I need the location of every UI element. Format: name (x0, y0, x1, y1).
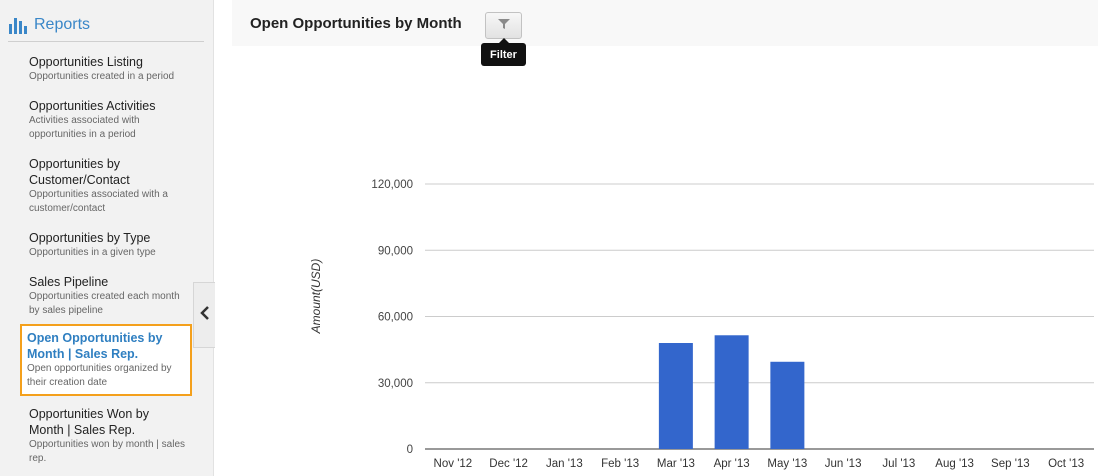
sidebar-item-open-opportunities-by-month[interactable]: Open Opportunities by Month | Sales Rep.… (20, 324, 192, 396)
page-title: Open Opportunities by Month (250, 15, 462, 32)
sidebar-item-description: Opportunities won by month | sales rep. (29, 439, 186, 464)
filter-tooltip: Filter (481, 38, 526, 66)
chart-y-tick-label: 60,000 (378, 312, 413, 324)
sidebar-item-description: Opportunities created in a period (29, 71, 175, 82)
chart-x-tick-label: Aug '13 (935, 458, 974, 470)
chart-x-tick-label: Oct '13 (1048, 458, 1084, 470)
sidebar-item-label: Open Opportunities by Month | Sales Rep. (27, 331, 163, 361)
filter-button[interactable] (485, 12, 522, 39)
chevron-left-icon (199, 305, 210, 325)
chart-bar (770, 361, 805, 449)
chart-x-tick-label: Mar '13 (657, 458, 695, 470)
sidebar-item-opportunities-activities[interactable]: Opportunities Activities Activities asso… (22, 98, 194, 142)
chart-y-tick-label: 120,000 (371, 179, 413, 191)
bar-chart-icon (8, 15, 28, 35)
filter-icon (497, 17, 511, 35)
sidebar-item-description: Activities associated with opportunities… (29, 115, 140, 140)
chart-x-tick-label: Jul '13 (882, 458, 915, 470)
sidebar-item-description: Opportunities in a given type (29, 247, 156, 258)
chart-y-tick-label: 0 (407, 444, 413, 456)
sidebar-item-sales-pipeline[interactable]: Sales Pipeline Opportunities created eac… (22, 274, 194, 318)
chart-x-tick-label: Apr '13 (714, 458, 750, 470)
sidebar-item-opportunities-by-type[interactable]: Opportunities by Type Opportunities in a… (22, 230, 194, 260)
report-header-bar (232, 0, 1098, 46)
chart-x-tick-label: May '13 (767, 458, 807, 470)
sidebar-item-description: Opportunities created each month by sale… (29, 291, 180, 316)
sidebar-item-label: Opportunities by Customer/Contact (29, 157, 130, 187)
sidebar-title: Reports (34, 15, 91, 33)
chart-x-tick-label: Dec '12 (489, 458, 528, 470)
collapse-sidebar-button[interactable] (193, 282, 215, 348)
chart-y-tick-label: 30,000 (378, 378, 413, 390)
sidebar-header: Reports (8, 8, 204, 42)
chart-x-tick-label: Jan '13 (546, 458, 583, 470)
chart-x-tick-label: Nov '12 (434, 458, 473, 470)
sidebar-item-opportunities-by-customer[interactable]: Opportunities by Customer/Contact Opport… (22, 156, 194, 216)
chart-bar (658, 343, 693, 449)
reports-sidebar: Reports Opportunities Listing Opportunit… (0, 0, 214, 476)
sidebar-item-label: Opportunities Won by Month | Sales Rep. (29, 407, 149, 437)
sidebar-item-description: Opportunities associated with a customer… (29, 189, 168, 214)
sidebar-item-description: Open opportunities organized by their cr… (27, 363, 172, 388)
sidebar-item-opportunities-won-by-month[interactable]: Opportunities Won by Month | Sales Rep. … (22, 406, 194, 466)
chart-bar (714, 335, 749, 449)
chart-x-tick-label: Feb '13 (601, 458, 639, 470)
chart-x-tick-label: Jun '13 (825, 458, 862, 470)
sidebar-item-label: Opportunities Listing (29, 55, 143, 69)
sidebar-item-opportunities-listing[interactable]: Opportunities Listing Opportunities crea… (22, 54, 194, 84)
sidebar-item-label: Opportunities Activities (29, 99, 156, 113)
sidebar-item-label: Sales Pipeline (29, 275, 109, 289)
sidebar-item-label: Opportunities by Type (29, 231, 151, 245)
chart-y-tick-label: 90,000 (378, 245, 413, 257)
chart-x-tick-label: Sep '13 (991, 458, 1030, 470)
